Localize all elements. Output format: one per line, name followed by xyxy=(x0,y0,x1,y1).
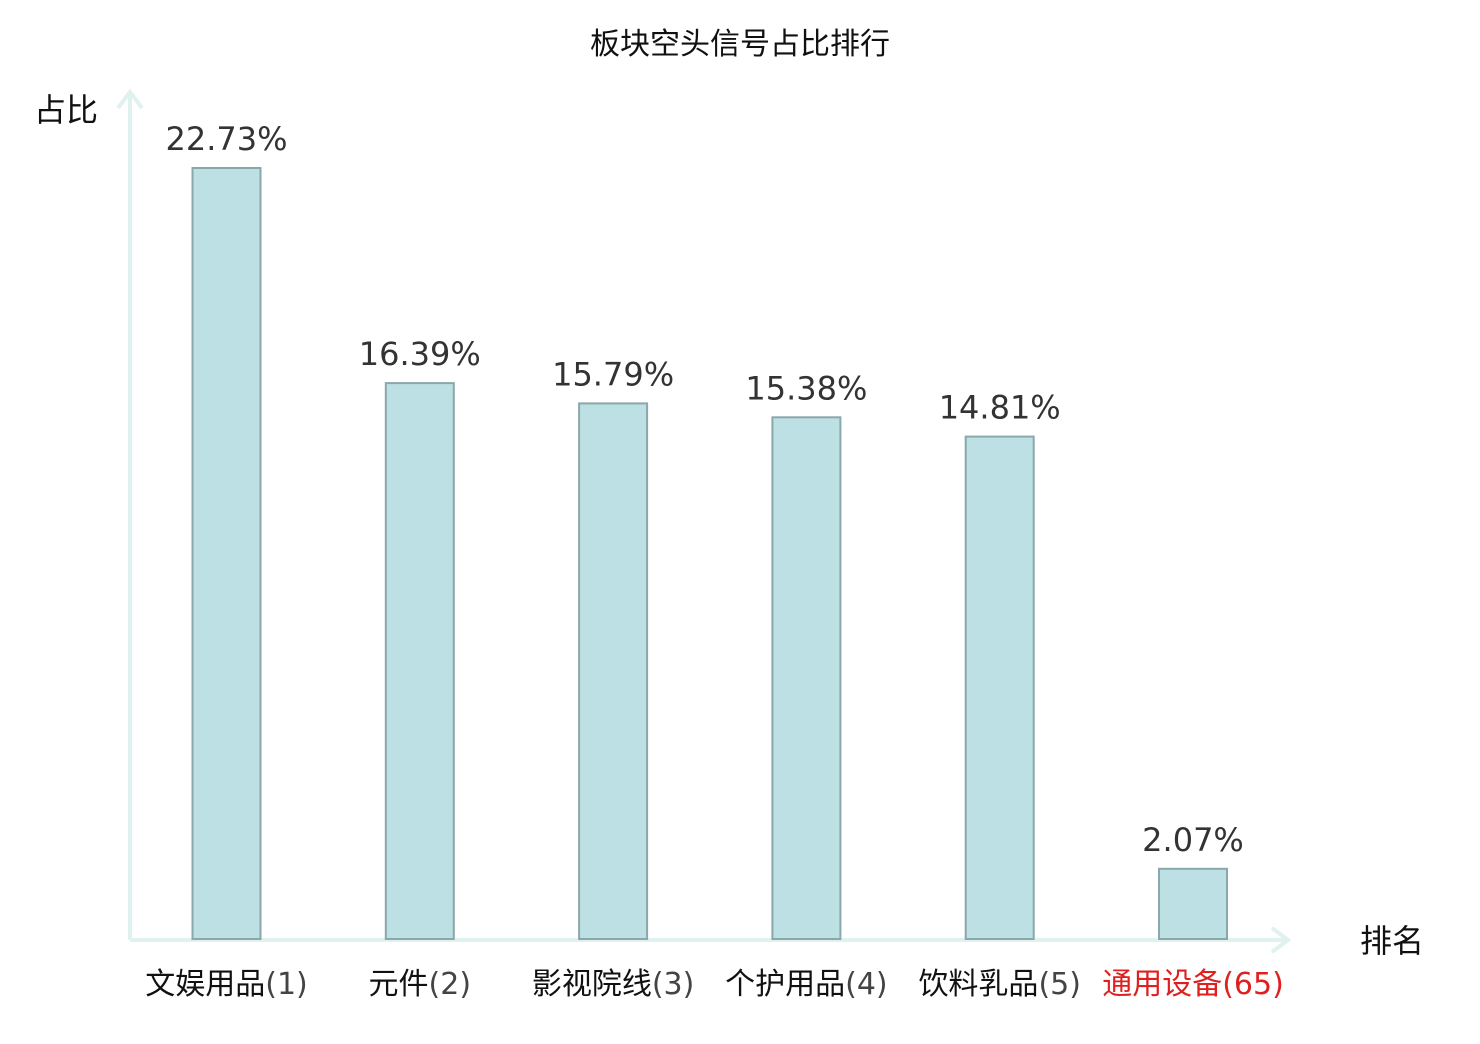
category-rank-5: (5) xyxy=(1038,967,1081,1002)
category-name-1: 文娱用品 xyxy=(145,967,265,1002)
category-rank-3: (3) xyxy=(652,967,695,1002)
value-label-6: 2.07% xyxy=(1142,821,1244,859)
category-name-6: 通用设备 xyxy=(1102,967,1222,1002)
bar-6 xyxy=(1158,867,1228,940)
category-label-2: 元件(2) xyxy=(369,967,472,1002)
axes xyxy=(116,88,1292,954)
category-rank-1: (1) xyxy=(265,967,308,1002)
value-label-3: 15.79% xyxy=(552,355,674,393)
category-name-5: 饮料乳品 xyxy=(918,967,1038,1002)
bar-4 xyxy=(771,416,842,940)
category-rank-4: (4) xyxy=(845,967,888,1002)
bars-group xyxy=(191,167,1228,941)
category-label-1: 文娱用品(1) xyxy=(145,967,308,1002)
bar-2 xyxy=(384,382,455,941)
y-axis-arrow xyxy=(116,88,144,110)
category-label-4: 个护用品(4) xyxy=(725,967,888,1002)
category-label-5: 饮料乳品(5) xyxy=(918,967,1080,1002)
category-rank-6: (65) xyxy=(1222,967,1284,1002)
bar-1 xyxy=(191,167,262,940)
category-label-3: 影视院线(3) xyxy=(532,967,695,1002)
category-labels-group: 文娱用品(1) 元件(2) 影视院线(3) 个护用品(4) 饮料乳品(5) 通用设备(65… xyxy=(145,967,1284,1002)
value-label-4: 15.38% xyxy=(745,369,867,407)
x-axis-label: 排名 xyxy=(1360,922,1424,960)
chart-title: 板块空头信号占比排行 xyxy=(590,27,890,62)
category-name-3: 影视院线 xyxy=(532,967,652,1002)
category-rank-2: (2) xyxy=(429,967,472,1002)
bar-3 xyxy=(578,402,649,940)
category-name-4: 个护用品 xyxy=(725,967,845,1002)
value-labels-group: 22.73% 16.39% 15.79% 15.38% 14.81% 2.07% xyxy=(165,120,1243,859)
category-label-6: 通用设备(65) xyxy=(1102,967,1284,1002)
value-label-1: 22.73% xyxy=(165,120,287,158)
category-name-2: 元件 xyxy=(369,967,429,1002)
value-label-5: 14.81% xyxy=(939,389,1061,427)
bar-5 xyxy=(964,435,1035,940)
value-label-2: 16.39% xyxy=(359,335,481,373)
x-axis-arrow xyxy=(1270,926,1292,954)
y-axis-label: 占比 xyxy=(34,91,98,129)
